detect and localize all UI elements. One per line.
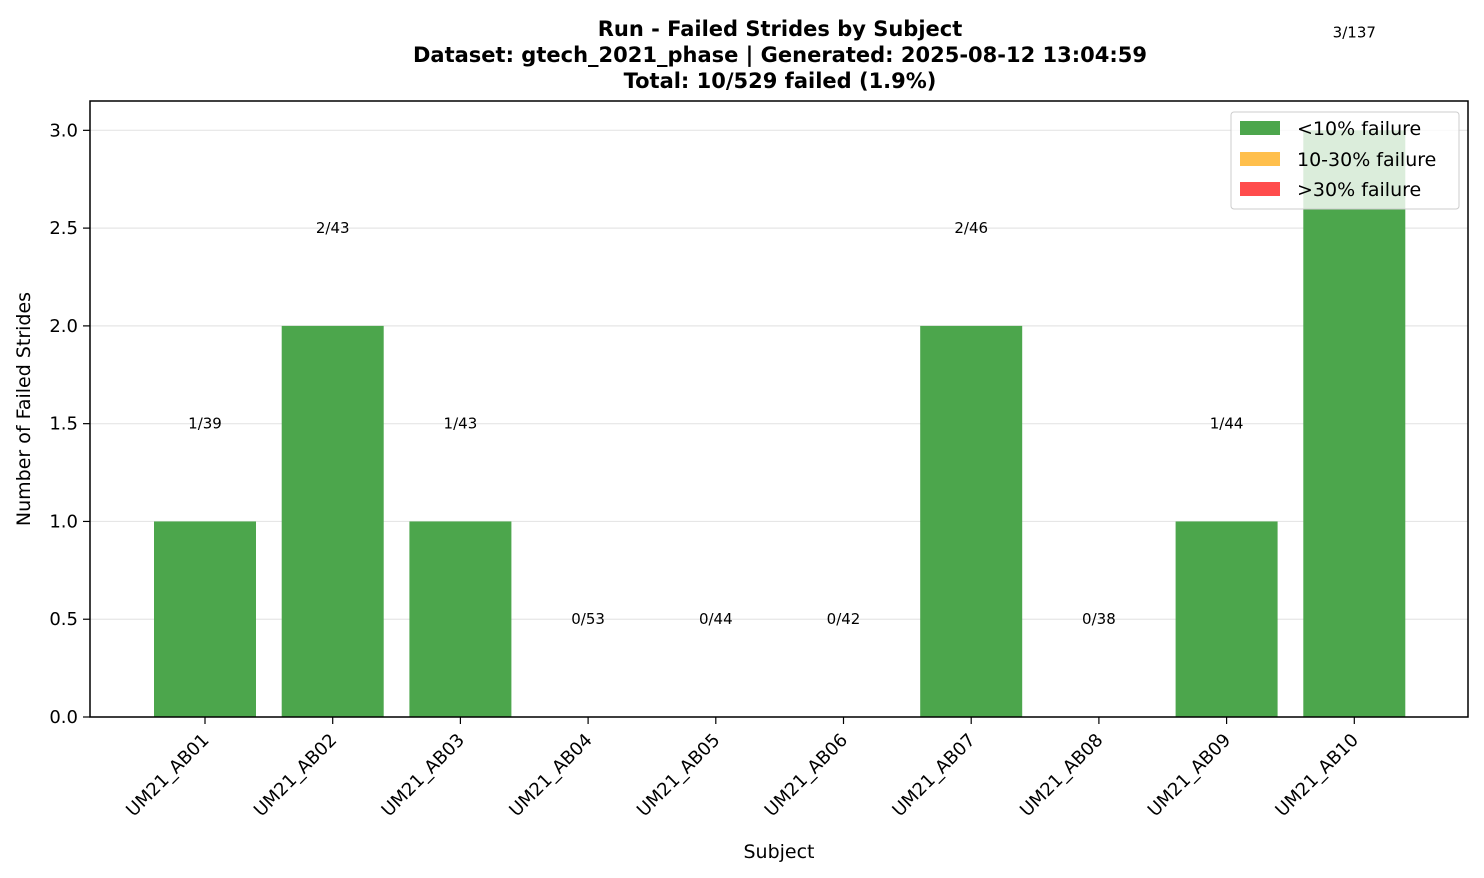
y-axis-label: Number of Failed Strides [13,292,35,526]
x-tick-label: UM21_AB09 [1144,730,1235,821]
x-tick-label: UM21_AB05 [633,730,724,821]
chart-title-line-2: Dataset: gtech_2021_phase | Generated: 2… [413,43,1147,68]
data-labels: 1/39 2/43 1/43 0/53 0/44 0/42 2/46 0/38 1/44 3/13… [188,24,1376,629]
x-tick-label: UM21_AB03 [378,730,469,821]
x-axis-label: Subject [743,841,814,863]
y-tick-label: 0.5 [49,609,78,630]
chart-title-line-3: Total: 10/529 failed (1.9%) [624,69,937,93]
x-tick-label: UM21_AB02 [250,730,341,821]
chart-title-line-1: Run - Failed Strides by Subject [598,17,963,41]
y-tick-label: 2.0 [49,316,78,337]
x-tick-label: UM21_AB10 [1271,730,1362,821]
bar-data-label: 1/44 [1210,415,1244,433]
legend-label-high: >30% failure [1297,179,1421,201]
bar [1303,130,1406,718]
bar [1175,521,1278,717]
y-axis-ticks: 0.0 0.5 1.0 1.5 2.0 2.5 3.0 [49,120,90,728]
x-tick-label: UM21_AB04 [505,730,596,821]
bar [154,521,256,717]
bar-data-label: 3/137 [1333,24,1376,42]
bar-data-label: 0/53 [571,610,605,628]
legend-swatch-medium [1240,152,1280,166]
bars [154,130,1406,718]
bar-data-label: 2/43 [316,219,350,237]
legend-label-medium: 10-30% failure [1297,149,1436,171]
bar [920,325,1023,717]
x-tick-label: UM21_AB07 [888,730,979,821]
bar [409,521,512,717]
legend-box [1230,111,1460,210]
legend-swatch-low [1240,121,1280,135]
bar-data-label: 1/39 [188,415,222,433]
bar-data-label: 0/42 [827,610,861,628]
legend-label-low: <10% failure [1297,118,1421,140]
y-tick-label: 1.5 [49,414,78,435]
x-tick-label: UM21_AB01 [122,730,213,821]
y-tick-label: 1.0 [49,511,78,532]
x-tick-label: UM21_AB08 [1016,730,1107,821]
bar-data-label: 0/44 [699,610,733,628]
y-tick-label: 2.5 [49,218,78,239]
y-tick-label: 3.0 [49,120,78,141]
plot-frame [89,100,1469,718]
legend-swatch-high [1240,182,1280,196]
legend: <10% failure 10-30% failure >30% failure [1230,111,1460,210]
bar-data-label: 0/38 [1082,610,1116,628]
bar-data-label: 1/43 [444,415,478,433]
bar [281,325,384,717]
x-tick-label: UM21_AB06 [761,730,852,821]
bar-data-label: 2/46 [954,219,988,237]
y-tick-label: 0.0 [49,707,78,728]
x-axis-ticks: UM21_AB01 UM21_AB02 UM21_AB03 UM21_AB04 UM21… [122,717,1363,821]
